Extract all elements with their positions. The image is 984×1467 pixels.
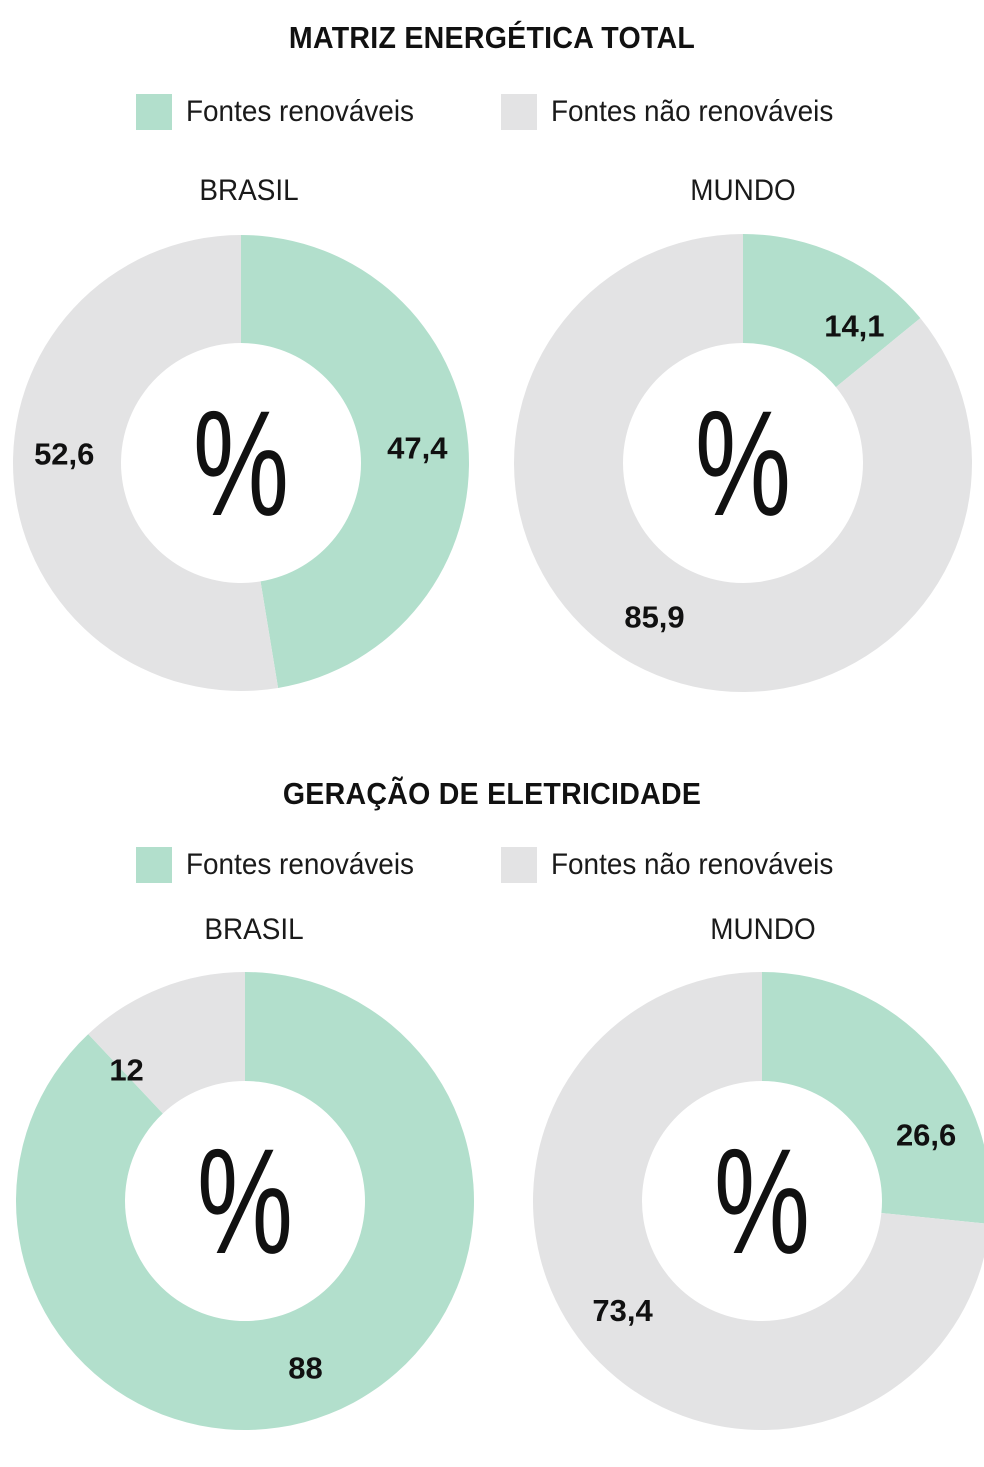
donut-chart-matriz-mundo: 14,1 85,9% — [514, 233, 972, 692]
region-label-mundo-1: MUNDO — [690, 174, 796, 207]
donut-chart-eletricidade-brasil: 88 12% — [16, 972, 475, 1430]
percent-symbol: % — [193, 380, 289, 548]
region-label-brasil-2: BRASIL — [204, 913, 304, 946]
slice-nonrenewable — [88, 972, 246, 1114]
legend-label-nonrenewable: Fontes não renováveis — [551, 95, 834, 128]
slice-renewable — [16, 972, 475, 1430]
legend-item-renewable-1: Fontes renováveis — [136, 94, 431, 130]
legend-swatch-renewable — [136, 94, 172, 130]
data-label-nonrenewable: 12 — [109, 1052, 143, 1087]
slice-nonrenewable — [13, 235, 279, 691]
legend-label-renewable: Fontes renováveis — [186, 848, 414, 881]
data-label-nonrenewable: 52,6 — [34, 437, 94, 472]
region-label-mundo-2: MUNDO — [710, 913, 816, 946]
data-label-nonrenewable: 73,4 — [592, 1293, 653, 1328]
data-label-renewable: 88 — [288, 1350, 322, 1385]
data-label-nonrenewable: 85,9 — [624, 599, 684, 634]
slice-nonrenewable — [514, 233, 972, 692]
slice-renewable — [743, 234, 921, 388]
slice-renewable — [762, 972, 984, 1224]
section-2-title: GERAÇÃO DE ELETRICIDADE — [282, 776, 702, 811]
legend-item-renewable-2: Fontes renováveis — [136, 847, 431, 883]
donut-chart-eletricidade-mundo: 26,6 73,4% — [533, 972, 984, 1430]
data-label-renewable: 14,1 — [824, 308, 884, 343]
legend-swatch-renewable — [136, 847, 172, 883]
data-label-renewable: 47,4 — [387, 431, 448, 466]
percent-symbol: % — [695, 380, 791, 548]
percent-symbol: % — [714, 1118, 810, 1286]
percent-symbol: % — [197, 1118, 293, 1286]
slice-renewable — [241, 235, 470, 688]
data-label-renewable: 26,6 — [896, 1118, 956, 1153]
legend-label-nonrenewable: Fontes não renováveis — [551, 848, 834, 881]
legend-item-nonrenewable-2: Fontes não renováveis — [501, 847, 855, 883]
legend-item-nonrenewable-1: Fontes não renováveis — [501, 94, 855, 130]
slice-nonrenewable — [533, 972, 984, 1430]
legend-swatch-nonrenewable — [501, 847, 537, 883]
region-label-brasil-1: BRASIL — [199, 174, 299, 207]
legend-swatch-nonrenewable — [501, 94, 537, 130]
legend-label-renewable: Fontes renováveis — [186, 95, 414, 128]
donut-chart-matriz-brasil: 47,4 52,6% — [13, 235, 470, 691]
section-1-title: MATRIZ ENERGÉTICA TOTAL — [288, 20, 696, 55]
